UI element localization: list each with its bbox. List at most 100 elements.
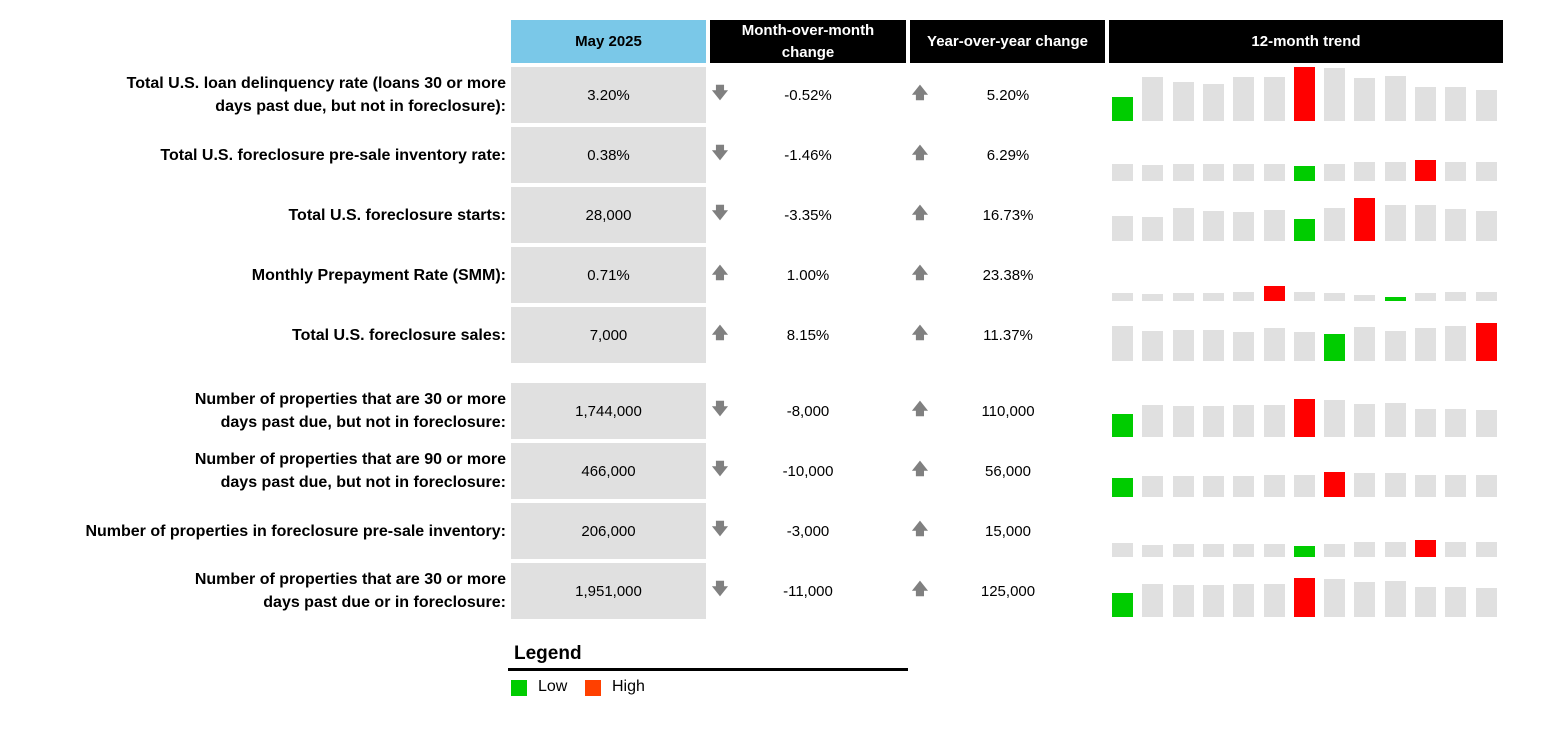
trend-bar: [1202, 211, 1224, 241]
row-label: Total U.S. foreclosure pre-sale inventor…: [10, 127, 506, 183]
mom-change: -11,000: [783, 582, 833, 600]
trend-bar: [1142, 476, 1164, 497]
label-line: days past due, but not in foreclosure):: [215, 98, 506, 115]
trend-bar: [1324, 293, 1346, 301]
trend-bar: [1172, 208, 1194, 241]
trend-bar: [1415, 87, 1436, 121]
trend-bar: [1142, 77, 1164, 121]
current-value: 28,000: [511, 187, 706, 243]
trend-bar: [1172, 476, 1194, 497]
trend-bar: [1233, 77, 1255, 121]
row-label: Number of properties that are 30 or more…: [10, 563, 506, 619]
trend-arrow: 🡅: [911, 460, 929, 478]
trend-bar: [1293, 475, 1315, 497]
column-header: 12-month trend: [1109, 20, 1503, 63]
mom-change: -3.35%: [784, 206, 832, 224]
trend-bar: [1112, 97, 1133, 121]
trend-bar: [1293, 166, 1315, 181]
trend-bar: [1112, 164, 1133, 181]
trend-bar: [1112, 478, 1133, 497]
yoy-change: 125,000: [980, 582, 1036, 600]
trend-bar: [1293, 578, 1315, 617]
trend-bar: [1384, 297, 1406, 301]
row-label: Number of properties that are 90 or more…: [10, 443, 506, 499]
trend-bar: [1445, 326, 1467, 361]
trend-bar: [1354, 162, 1376, 181]
trend-bar: [1172, 406, 1194, 437]
trend-bar: [1475, 588, 1497, 617]
trend-bar: [1263, 328, 1285, 361]
trend-bar: [1202, 84, 1224, 121]
trend-bar: [1112, 543, 1133, 557]
label-line: Number of properties in foreclosure pre-…: [85, 522, 506, 540]
mom-change: 1.00%: [786, 266, 830, 284]
trend-bar: [1142, 294, 1164, 301]
trend-arrow: 🡇: [711, 144, 729, 162]
trend-arrow: 🡅: [911, 144, 929, 162]
trend-bar: [1172, 544, 1194, 557]
row-label: Total U.S. loan delinquency rate (loans …: [10, 67, 506, 123]
trend-arrow: 🡇: [711, 520, 729, 538]
trend-bar: [1172, 330, 1194, 361]
trend-arrow: 🡇: [711, 400, 729, 418]
trend-bar: [1263, 210, 1285, 241]
trend-bar: [1263, 77, 1285, 121]
trend-arrow: 🡅: [911, 204, 929, 222]
row-label: Monthly Prepayment Rate (SMM):: [10, 247, 506, 303]
trend-bar: [1415, 328, 1436, 361]
trend-bar: [1293, 67, 1315, 121]
legend-label: High: [612, 678, 645, 695]
label-line: Total U.S. foreclosure starts:: [288, 206, 506, 224]
yoy-change: 15,000: [985, 522, 1031, 540]
trend-bar: [1384, 542, 1406, 557]
trend-bar: [1415, 293, 1436, 301]
trend-bar: [1263, 164, 1285, 181]
trend-bar: [1384, 205, 1406, 241]
trend-bar: [1354, 327, 1376, 361]
legend-rule: [508, 668, 908, 671]
legend-swatch: [585, 680, 601, 696]
trend-arrow: 🡅: [711, 324, 729, 342]
trend-bar: [1445, 475, 1467, 497]
trend-bar: [1112, 293, 1133, 301]
mom-change: -3,000: [786, 522, 830, 540]
trend-bar: [1415, 587, 1436, 617]
trend-bar: [1112, 593, 1133, 617]
trend-bar: [1324, 334, 1346, 361]
legend-swatch: [511, 680, 527, 696]
trend-bar: [1475, 162, 1497, 181]
label-line: Number of properties that are 30 or more: [194, 391, 506, 408]
trend-bar: [1415, 160, 1436, 181]
current-value: 1,951,000: [511, 563, 706, 619]
label-line: Number of properties that are 90 or more: [194, 451, 506, 468]
trend-bar: [1475, 90, 1497, 121]
trend-bar: [1384, 76, 1406, 121]
trend-bar: [1354, 473, 1376, 497]
trend-bar: [1202, 406, 1224, 437]
trend-bar: [1445, 209, 1467, 241]
trend-arrow: 🡅: [911, 84, 929, 102]
trend-bar: [1354, 198, 1376, 241]
label-line: Monthly Prepayment Rate (SMM):: [251, 266, 506, 284]
trend-bar: [1233, 164, 1255, 181]
trend-arrow: 🡅: [711, 264, 729, 282]
trend-bar: [1354, 542, 1376, 557]
column-header: Month-over-month change: [710, 20, 906, 63]
mom-change: -1.46%: [784, 146, 832, 164]
trend-bar: [1324, 164, 1346, 181]
current-value: 1,744,000: [511, 383, 706, 439]
trend-bar: [1233, 405, 1255, 437]
label-line: Total U.S. foreclosure pre-sale inventor…: [160, 146, 506, 164]
trend-bar: [1142, 165, 1164, 181]
trend-bar: [1384, 162, 1406, 181]
trend-bar: [1384, 403, 1406, 437]
trend-bar: [1172, 82, 1194, 121]
trend-arrow: 🡇: [711, 460, 729, 478]
row-label: Total U.S. foreclosure starts:: [10, 187, 506, 243]
trend-bar: [1415, 205, 1436, 241]
trend-bar: [1233, 292, 1255, 301]
trend-bar: [1293, 546, 1315, 557]
yoy-change: 5.20%: [986, 86, 1030, 104]
trend-bar: [1384, 331, 1406, 361]
trend-bar: [1172, 164, 1194, 181]
